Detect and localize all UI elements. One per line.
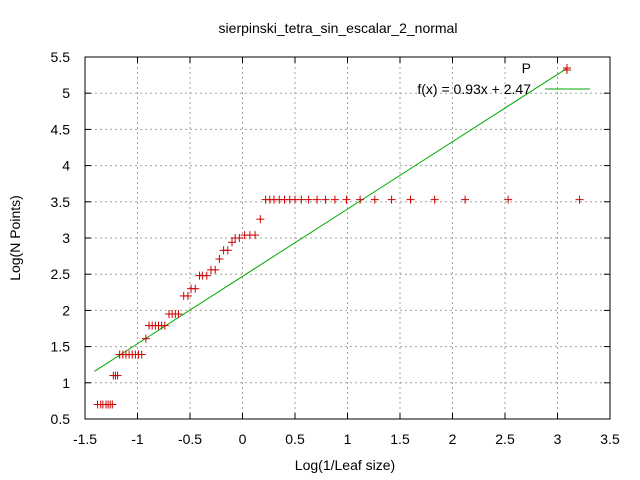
data-point [387, 195, 396, 204]
data-point [251, 231, 260, 240]
data-point [342, 195, 351, 204]
axis-ticks [84, 56, 611, 420]
data-point [108, 400, 117, 409]
data-point [141, 334, 150, 343]
data-point [406, 195, 415, 204]
data-points [93, 66, 584, 409]
x-tick-label: -1 [131, 431, 144, 447]
fit-line-layer [94, 67, 568, 372]
data-point [160, 321, 169, 330]
data-point [202, 271, 211, 280]
y-tick-label: 3.5 [51, 194, 71, 210]
data-point [215, 254, 224, 263]
x-tick-label: 3.5 [600, 431, 620, 447]
data-point [430, 195, 439, 204]
data-point [235, 234, 244, 242]
y-tick-label: 2.5 [51, 266, 71, 282]
data-point [211, 265, 220, 274]
data-point [223, 246, 232, 255]
legend: P f(x) = 0.93x + 2.47 [417, 60, 590, 97]
data-point [370, 195, 379, 204]
legend-label-fit: f(x) = 0.93x + 2.47 [417, 81, 531, 97]
x-tick-label: 3 [554, 431, 562, 447]
x-tick-label: 0.5 [285, 431, 305, 447]
data-point [228, 238, 236, 247]
legend-marks [545, 64, 590, 90]
grid [85, 57, 610, 419]
data-point [330, 195, 339, 204]
x-tick-labels: -1.5 -1 -0.5 0 0.5 1 1.5 2 2.5 3 3.5 [73, 431, 620, 447]
fit-line [94, 67, 568, 372]
x-tick-label: 2.5 [495, 431, 515, 447]
y-tick-label: 1.5 [51, 339, 71, 355]
x-tick-label: -0.5 [178, 431, 202, 447]
data-point [174, 310, 183, 319]
y-tick-label: 5 [62, 85, 70, 101]
data-point [313, 195, 322, 204]
legend-label-points: P [522, 60, 531, 76]
data-point [113, 371, 122, 380]
y-tick-label: 3 [62, 230, 70, 246]
data-point [461, 195, 470, 204]
data-point [321, 195, 330, 204]
data-point [256, 215, 265, 224]
data-point [575, 195, 584, 204]
data-point [304, 195, 313, 204]
x-tick-label: 1 [344, 431, 352, 447]
y-tick-label: 4.5 [51, 121, 71, 137]
y-tick-label: 1 [62, 375, 70, 391]
y-tick-label: 5.5 [51, 49, 71, 65]
data-point [137, 350, 146, 359]
data-point [297, 195, 306, 204]
y-tick-label: 2 [62, 302, 70, 318]
data-point [183, 291, 192, 300]
x-tick-label: 0 [239, 431, 247, 447]
x-tick-label: -1.5 [73, 431, 97, 447]
x-tick-label: 1.5 [390, 431, 410, 447]
legend-point-mark [563, 64, 571, 72]
x-tick-label: 2 [449, 431, 457, 447]
data-point [356, 195, 365, 204]
y-tick-labels: 0.5 1 1.5 2 2.5 3 3.5 4 4.5 5 5.5 [51, 49, 71, 427]
y-axis-label: Log(N Points) [7, 195, 23, 281]
data-point [504, 195, 513, 204]
y-tick-label: 4 [62, 158, 70, 174]
y-tick-label: 0.5 [51, 411, 71, 427]
chart-title: sierpinski_tetra_sin_escalar_2_normal [219, 20, 458, 36]
x-axis-label: Log(1/Leaf size) [295, 457, 395, 473]
data-point [191, 284, 200, 293]
